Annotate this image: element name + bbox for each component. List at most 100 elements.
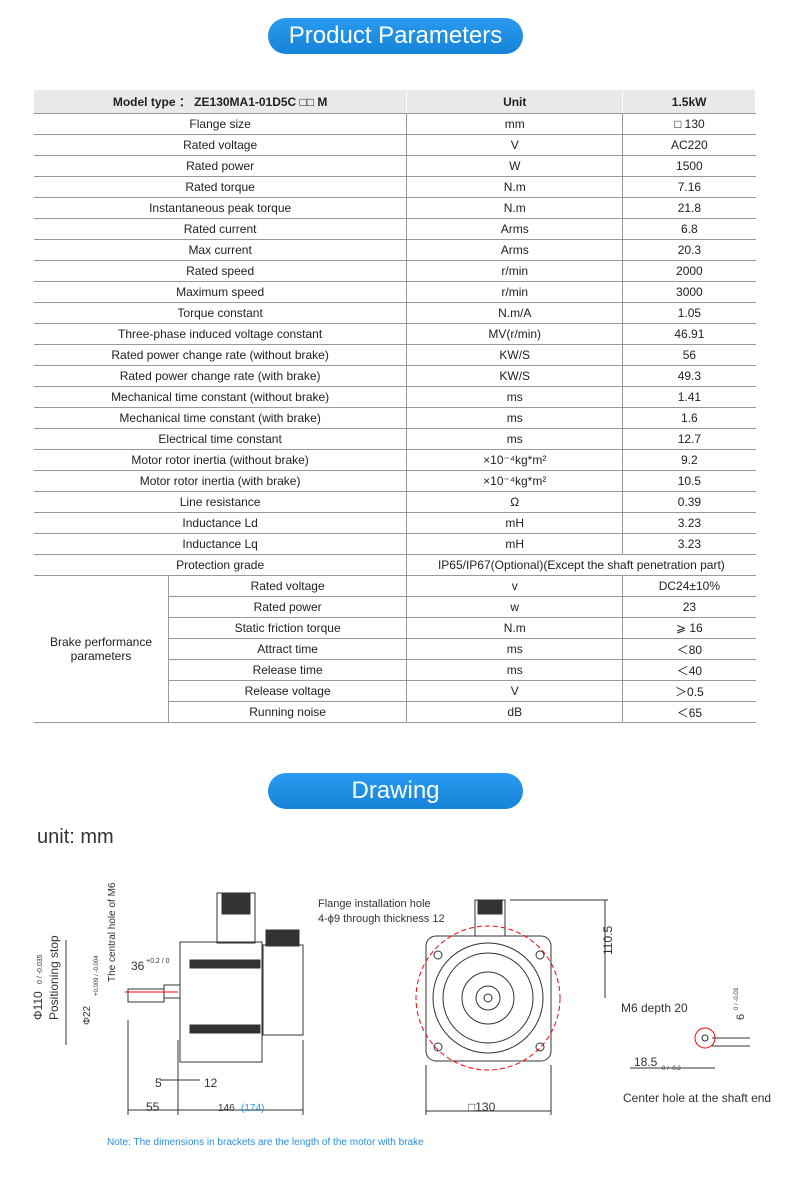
param-value: DC24±10% — [622, 575, 756, 597]
table-row: Rated current Arms 6.8 — [34, 218, 756, 240]
param-value: 9.2 — [622, 449, 756, 471]
product-parameters-title: Product Parameters — [268, 18, 523, 54]
dim-55: 55 — [146, 1100, 160, 1114]
param-unit: ms — [406, 407, 624, 429]
dim-146: 146 — [218, 1103, 235, 1114]
param-unit: ms — [406, 386, 624, 408]
param-value: ＜80 — [622, 638, 756, 660]
model-type-header: Model type ： ZE130MA1-01D5C □□ M — [34, 90, 408, 114]
dim-12: 12 — [204, 1076, 218, 1090]
param-value: 21.8 — [622, 197, 756, 219]
param-value: 23 — [622, 596, 756, 618]
param-unit: V — [406, 680, 624, 702]
param-value: ⩾ 16 — [622, 617, 756, 639]
param-value: 2000 — [622, 260, 756, 282]
table-row: Flange size mm □ 130 — [34, 113, 756, 135]
param-name: Motor rotor inertia (without brake) — [34, 449, 408, 471]
dim-18-5-tolerance: 0 / -0.2 — [662, 1066, 681, 1072]
table-row: Torque constant N.m/A 1.05 — [34, 302, 756, 324]
dim-36: 36 — [131, 959, 145, 973]
param-value: 0.39 — [622, 491, 756, 513]
dim-18-5: 18.5 — [634, 1055, 658, 1069]
param-name: Inductance Lq — [34, 533, 408, 555]
side-view — [65, 892, 304, 1115]
unit-header: Unit — [406, 90, 624, 114]
dim-5: 5 — [155, 1076, 162, 1090]
table-row: Inductance Ld mH 3.23 — [34, 512, 756, 534]
param-value: 6.8 — [622, 218, 756, 240]
table-row: Mechanical time constant (with brake) ms 1… — [34, 407, 756, 429]
table-row: Max current Arms 20.3 — [34, 239, 756, 261]
param-unit: mm — [406, 113, 624, 135]
param-unit: v — [406, 575, 624, 597]
param-unit: r/min — [406, 260, 624, 282]
dim-110-5: 110.5 — [601, 926, 615, 955]
brake-row: Rated power w 23 — [34, 596, 756, 618]
table-row: Protection grade IP65/IP67(Optional)(Exce… — [34, 554, 756, 576]
table-row: Line resistance Ω 0.39 — [34, 491, 756, 513]
note: Note: The dimensions in brackets are the… — [107, 1137, 424, 1148]
param-value: 49.3 — [622, 365, 756, 387]
unit-label: unit: mm — [37, 826, 114, 848]
param-value: 1500 — [622, 155, 756, 177]
brake-row: Brake performance parameters Rated voltag… — [34, 575, 756, 723]
param-name: Running noise — [168, 701, 408, 723]
table-row: Instantaneous peak torque N.m 21.8 — [34, 197, 756, 219]
table-row: Inductance Lq mH 3.23 — [34, 533, 756, 555]
param-name: Static friction torque — [168, 617, 408, 639]
dim-130: □130 — [468, 1100, 496, 1114]
param-unit: mH — [406, 512, 624, 534]
m6-depth-label: M6 depth 20 — [621, 1001, 688, 1015]
param-value: 1.05 — [622, 302, 756, 324]
phi22-tolerance: +0.009 / -0.004 — [94, 955, 100, 996]
param-unit: V — [406, 134, 624, 156]
parameters-table: Model type ： ZE130MA1-01D5C □□ M Unit 1.… — [34, 90, 756, 723]
param-unit: r/min — [406, 281, 624, 303]
param-value: 3000 — [622, 281, 756, 303]
brake-row: Static friction torque N.m ⩾ 16 — [34, 617, 756, 639]
param-value: 12.7 — [622, 428, 756, 450]
param-value: 3.23 — [622, 512, 756, 534]
brake-group-label: Brake performance parameters — [34, 575, 169, 723]
param-name: Rated voltage — [168, 575, 408, 597]
param-name: Rated power change rate (without brake) — [34, 344, 408, 366]
param-value: ＜65 — [622, 701, 756, 723]
table-row: Rated torque N.m 7.16 — [34, 176, 756, 198]
param-name: Rated speed — [34, 260, 408, 282]
table-row: Rated voltage V AC220 — [34, 134, 756, 156]
param-value: 3.23 — [622, 533, 756, 555]
param-name: Mechanical time constant (without brake) — [34, 386, 408, 408]
param-unit: ms — [406, 659, 624, 681]
param-value: 7.16 — [622, 176, 756, 198]
flange-hole-label: Flange installation hole — [318, 898, 431, 910]
param-name: Release voltage — [168, 680, 408, 702]
phi110-tolerance: 0 / -0.035 — [37, 954, 44, 984]
param-name: Motor rotor inertia (with brake) — [34, 470, 408, 492]
param-value: □ 130 — [622, 113, 756, 135]
param-value: AC220 — [622, 134, 756, 156]
flange-hole-spec: 4-ϕ9 through thickness 12 — [318, 913, 445, 925]
param-unit: Arms — [406, 239, 624, 261]
param-unit: N.m/A — [406, 302, 624, 324]
param-name: Rated current — [34, 218, 408, 240]
param-name: Torque constant — [34, 302, 408, 324]
dim-6: 6 — [735, 1014, 747, 1020]
table-row: Three-phase induced voltage constant MV(r… — [34, 323, 756, 345]
param-name: Electrical time constant — [34, 428, 408, 450]
param-name: Attract time — [168, 638, 408, 660]
shaft-end-view — [630, 1027, 750, 1069]
param-unit: ×10⁻⁴kg*m² — [406, 470, 624, 492]
dim-36-tolerance: +0.2 / 0 — [146, 958, 170, 965]
brake-row: Attract time ms ＜80 — [34, 638, 756, 660]
table-row: Mechanical time constant (without brake)… — [34, 386, 756, 408]
table-row: Rated power change rate (without brake) K… — [34, 344, 756, 366]
brake-row: Release voltage V ＞0.5 — [34, 680, 756, 702]
param-name: Rated power — [168, 596, 408, 618]
param-value: IP65/IP67(Optional)(Except the shaft pen… — [406, 554, 756, 576]
param-unit: W — [406, 155, 624, 177]
param-name: Release time — [168, 659, 408, 681]
phi110-label: Φ110 — [31, 991, 45, 1020]
table-row: Rated power change rate (with brake) KW/S… — [34, 365, 756, 387]
front-view — [415, 899, 608, 1115]
param-name: Protection grade — [34, 554, 408, 576]
